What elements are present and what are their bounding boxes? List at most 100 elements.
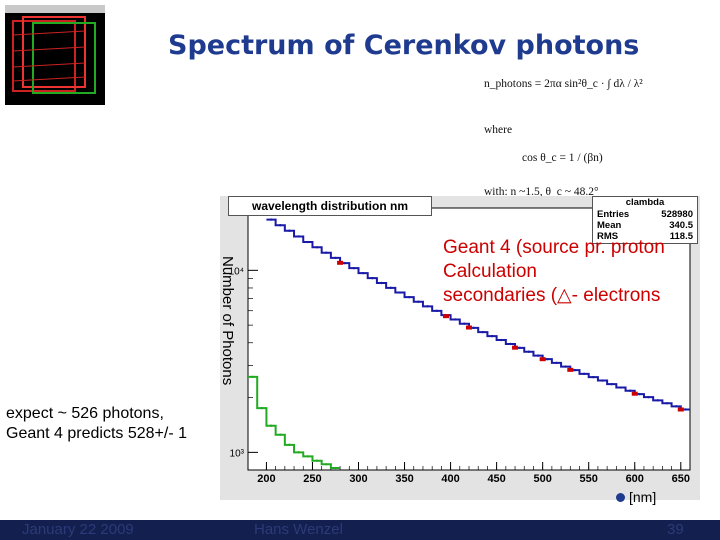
data-point-secondaries (334, 466, 337, 470)
data-point-calculation (539, 357, 546, 362)
formula-parameters: with: n ~1.5, θ_c ~ 48.2° (484, 186, 599, 198)
stats-mean-label: Mean (597, 220, 622, 231)
data-point-geant4 (564, 365, 567, 368)
data-point-geant4 (453, 318, 457, 321)
data-point-geant4 (343, 261, 346, 265)
x-tick-label: 550 (580, 473, 598, 485)
stats-entries-row: Entries 528980 (593, 209, 697, 220)
data-point-geant4 (638, 392, 641, 396)
data-point-calculation (567, 367, 574, 372)
footer-date: January 22 2009 (22, 521, 134, 538)
data-point-geant4 (269, 218, 273, 221)
footer-author: Hans Wenzel (254, 521, 343, 538)
histogram-title: wavelength distribution nm (228, 196, 432, 216)
data-point-geant4 (509, 342, 512, 346)
stats-rms-value: 118.5 (669, 231, 693, 242)
data-point-geant4 (628, 389, 632, 392)
footer-bar (0, 520, 720, 540)
data-point-geant4 (610, 382, 613, 386)
stats-entries-value: 528980 (661, 209, 693, 220)
legend-calculation: Calculation (443, 261, 537, 282)
data-point-geant4 (656, 399, 659, 402)
data-point-geant4 (288, 229, 291, 232)
x-tick-label: 400 (441, 473, 459, 485)
data-point-geant4 (536, 354, 540, 357)
data-point-secondaries (269, 424, 273, 427)
data-point-geant4 (315, 246, 319, 249)
formula-cos-theta: cos θ_c = 1 / (βn) (522, 152, 603, 164)
detector-geometry-image (5, 5, 105, 94)
x-tick-label: 650 (672, 473, 690, 485)
data-point-calculation (512, 345, 519, 350)
x-tick-label: 300 (349, 473, 367, 485)
data-point-secondaries (288, 443, 291, 447)
x-tick-label: 250 (303, 473, 321, 485)
data-point-calculation (442, 314, 449, 319)
data-point-geant4 (417, 300, 420, 303)
y-axis-label-wrap: Number of Photons (196, 256, 236, 385)
stats-entries-label: Entries (597, 209, 630, 220)
data-point-geant4 (361, 271, 365, 275)
data-point-geant4 (398, 291, 402, 294)
expectation-line1: expect ~ 526 photons, (6, 405, 164, 422)
stats-box: clambda Entries 528980 Mean 340.5 RMS 11… (592, 196, 698, 244)
stats-title: clambda (625, 197, 665, 208)
data-point-geant4 (407, 295, 411, 299)
data-point-geant4 (371, 276, 374, 280)
data-point-geant4 (601, 379, 604, 382)
formula-where: where (484, 124, 513, 136)
footer-page-number: 39 (667, 521, 684, 538)
data-point-secondaries (325, 463, 328, 466)
x-tick-label: 500 (533, 473, 551, 485)
data-point-geant4 (665, 402, 669, 405)
data-point-geant4 (619, 386, 623, 389)
data-point-geant4 (472, 326, 475, 330)
data-point-geant4 (481, 330, 485, 334)
data-point-calculation (337, 260, 344, 265)
stats-rms-row: RMS 118.5 (593, 231, 697, 242)
data-point-geant4 (573, 368, 577, 372)
data-point-geant4 (500, 338, 503, 342)
stats-mean-value: 340.5 (669, 220, 693, 231)
data-point-secondaries (279, 433, 282, 436)
data-point-geant4 (592, 375, 595, 379)
data-point-geant4 (463, 322, 466, 325)
data-point-geant4 (546, 357, 549, 361)
data-point-geant4 (527, 350, 531, 353)
formula-photon-count: n_photons = 2πα sin²θ_c · ∫ dλ / λ² (484, 78, 643, 90)
data-point-geant4 (490, 334, 494, 338)
legend-secondaries: secondaries (△- electrons (443, 285, 661, 306)
x-tick-label: 350 (395, 473, 413, 485)
data-point-secondaries (251, 375, 254, 379)
data-point-geant4 (389, 286, 392, 290)
data-point-geant4 (334, 256, 337, 260)
data-point-geant4 (297, 235, 300, 238)
data-point-calculation (631, 391, 638, 396)
legend-geant4: Geant 4 (source pr. proton (443, 237, 665, 258)
data-point-geant4 (518, 346, 521, 350)
expectation-note: expect ~ 526 photons, Geant 4 predicts 5… (6, 404, 187, 444)
data-point-geant4 (426, 305, 429, 308)
data-point-secondaries (260, 406, 264, 410)
data-point-geant4 (380, 281, 383, 285)
cerenkov-formula: n_photons = 2πα sin²θ_c · ∫ dλ / λ² wher… (480, 68, 712, 218)
data-point-geant4 (647, 395, 650, 399)
x-unit-label: [nm] (629, 489, 657, 505)
x-axis-unit: [nm] (616, 489, 656, 505)
x-tick-label: 450 (487, 473, 505, 485)
data-point-secondaries (297, 451, 300, 454)
expectation-line2: Geant 4 predicts 528+/- 1 (6, 425, 187, 442)
data-point-calculation (677, 407, 684, 412)
data-point-geant4 (674, 405, 678, 408)
series-line-geant4 (266, 218, 690, 411)
data-point-calculation (466, 325, 472, 330)
data-point-secondaries (306, 455, 310, 458)
slide-title: Spectrum of Cerenkov photons (168, 30, 640, 61)
data-point-secondaries (315, 459, 319, 462)
stats-rms-label: RMS (597, 231, 619, 242)
stats-mean-row: Mean 340.5 (593, 220, 697, 231)
x-tick-label: 200 (257, 473, 275, 485)
x-tick-label: 600 (626, 473, 644, 485)
data-point-geant4 (352, 266, 356, 270)
y-tick-label: 10³ (230, 448, 245, 459)
